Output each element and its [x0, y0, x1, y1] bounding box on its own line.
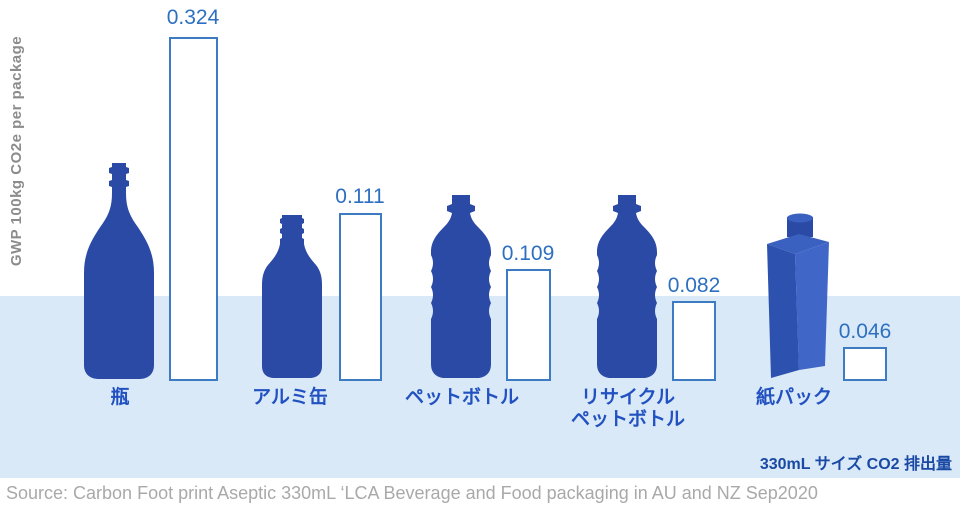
category-label-line2: ペットボトル [570, 408, 685, 430]
category-label-line1: リサイクル [580, 387, 676, 408]
category-label-paper-carton: 紙パック [755, 387, 832, 408]
paper-carton-icon [767, 213, 829, 378]
category-label-aluminum-can: アルミ缶 [252, 387, 328, 408]
size-note: 330mL サイズ CO2 排出量 [759, 456, 952, 473]
glass-bottle-icon [84, 163, 154, 379]
value-label-pet-bottle: 0.109 [501, 242, 555, 265]
pet-bottle-icon [431, 195, 491, 378]
bar-recycled-pet-bottle [672, 301, 716, 381]
bar-aluminum-can [339, 213, 382, 381]
category-label-pet-bottle: ペットボトル [404, 387, 519, 408]
y-axis-label: GWP 100kg CO2e per package [8, 35, 25, 267]
value-label-glass-bottle: 0.324 [166, 6, 220, 29]
bar-pet-bottle [506, 269, 551, 381]
bar-paper-carton [843, 347, 887, 381]
recycled-pet-bottle-icon [597, 195, 657, 378]
value-label-paper-carton: 0.046 [838, 320, 892, 343]
category-label-recycled-pet-bottle: リサイクル ペットボトル [543, 387, 713, 431]
category-label-glass-bottle: 瓶 [110, 387, 130, 408]
source-citation: Source: Carbon Foot print Aseptic 330mL … [6, 483, 818, 503]
value-label-aluminum-can: 0.111 [335, 185, 385, 208]
aluminum-bottle-can-icon [262, 215, 322, 378]
value-label-recycled-pet-bottle: 0.082 [667, 274, 721, 297]
bar-glass-bottle [169, 37, 218, 381]
